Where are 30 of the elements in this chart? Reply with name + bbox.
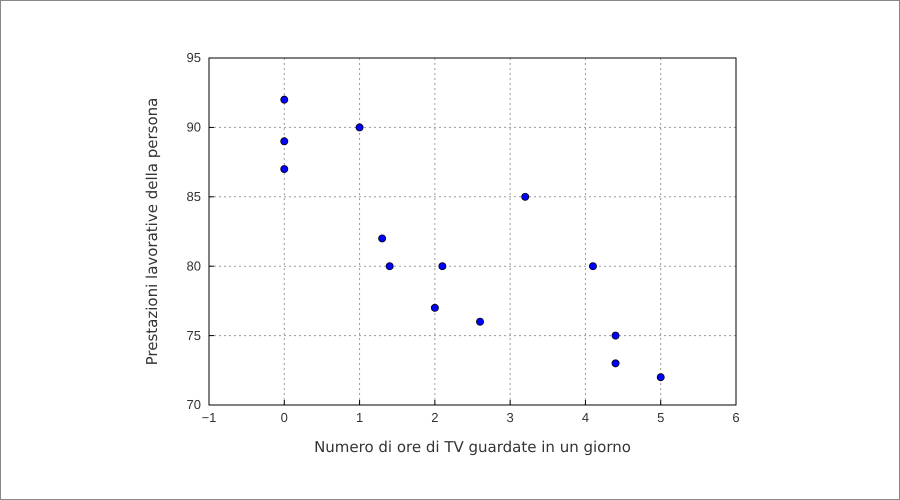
y-tick-label: 95	[186, 50, 201, 66]
point	[438, 262, 446, 270]
point	[612, 359, 620, 368]
y-tick-label: 85	[186, 188, 201, 204]
x-tick-label: 5	[657, 410, 664, 426]
point	[588, 262, 597, 270]
x-tick-label: 2	[431, 410, 438, 426]
point	[280, 137, 288, 146]
point	[521, 192, 530, 201]
point	[378, 234, 386, 242]
point	[656, 373, 665, 382]
y-axis-title: Prestazioni lavorative della persona	[143, 98, 161, 366]
y-tick-label: 80	[186, 258, 201, 274]
y-tick-label: 75	[186, 328, 201, 343]
point	[430, 304, 439, 312]
x-tick-label: 0	[280, 410, 288, 426]
x-axis-title: Numero di ore di TV guardate in un giorno	[314, 438, 631, 456]
x-tick-label: 3	[506, 410, 514, 426]
x-tick-label: 6	[732, 410, 740, 426]
point	[280, 96, 288, 104]
point	[612, 332, 620, 340]
y-tick-label: 70	[186, 397, 201, 412]
point	[280, 165, 288, 173]
point	[476, 318, 484, 326]
y-tick-label: 90	[186, 120, 201, 135]
x-tick-label: −1	[202, 410, 216, 426]
point	[386, 262, 394, 270]
point	[356, 123, 364, 132]
x-tick-label: 1	[356, 410, 364, 426]
x-tick-label: 4	[582, 410, 590, 426]
